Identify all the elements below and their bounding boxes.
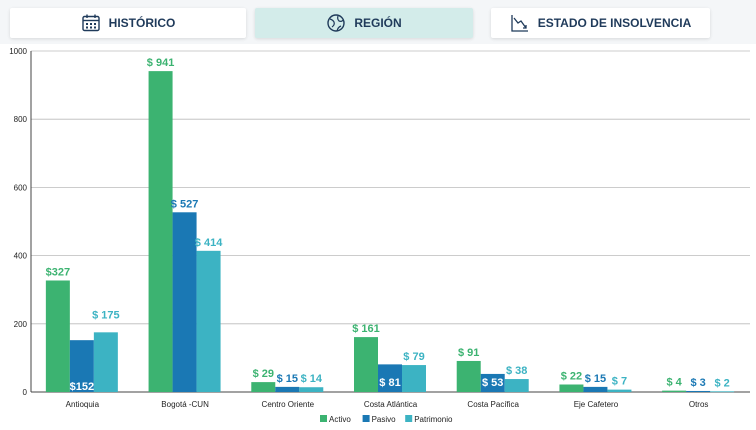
y-tick-label: 1000 (9, 47, 27, 56)
data-label: $ 14 (301, 373, 323, 385)
bar-pasivo (69, 340, 94, 392)
data-label: $ 527 (171, 198, 199, 210)
data-label: $ 2 (714, 377, 729, 389)
x-tick-label: Centro Oriente (262, 400, 315, 409)
globe-icon (326, 13, 346, 33)
data-label: $ 4 (666, 377, 682, 389)
legend-label: Pasivo (372, 415, 397, 424)
x-tick-label: Bogotá -CUN (161, 400, 209, 409)
bar-activo (456, 360, 481, 392)
tab-region-label: REGIÓN (354, 16, 402, 30)
bar-pasivo (275, 386, 300, 392)
data-label: $ 161 (352, 323, 380, 335)
bar-patrimonio (607, 389, 632, 392)
tab-bar: HISTÓRICO REGIÓN ESTADO DE INSOLVENCIA (0, 0, 756, 46)
bar-activo (45, 280, 70, 392)
data-labels: $327$152$ 175$ 941$ 527$ 414$ 29 $ 15 $ 14… (46, 57, 730, 393)
bar-pasivo (378, 364, 402, 392)
y-axis-ticks: 0 200 400 600 800 1000 (9, 47, 27, 397)
legend-swatch-pasivo (362, 415, 370, 422)
x-tick-label: Otros (689, 400, 709, 409)
data-label: $ 414 (195, 237, 223, 249)
bar-pasivo (172, 212, 197, 392)
data-label: $ 53 (482, 377, 503, 389)
tab-estado-insolvencia[interactable]: ESTADO DE INSOLVENCIA (491, 8, 710, 38)
data-label: $ 175 (92, 309, 120, 321)
data-label: $ 38 (506, 365, 527, 377)
bar-patrimonio (402, 365, 426, 392)
legend-label: Patrimonio (414, 415, 453, 424)
bar-activo (662, 390, 687, 392)
data-label: $ 79 (403, 351, 424, 363)
bar-activo (251, 382, 276, 392)
data-label: $ 81 (379, 377, 400, 389)
tab-historico-label: HISTÓRICO (108, 16, 176, 30)
calendar-icon (81, 13, 101, 33)
y-tick-label: 600 (14, 183, 28, 192)
bar-patrimonio (504, 379, 529, 392)
data-label: $ 22 (561, 370, 582, 382)
data-label: $ 3 (690, 377, 705, 389)
y-tick-label: 0 (23, 388, 28, 397)
bar-pasivo (480, 373, 505, 392)
bar-patrimonio (710, 391, 735, 393)
bars (45, 71, 735, 393)
y-tick-label: 800 (14, 115, 28, 124)
bar-chart: 0 200 400 600 800 1000 $327 $152 $ 175 $ 941 $ 52… (0, 44, 756, 430)
legend-swatch-activo (320, 415, 327, 422)
bar-patrimonio (299, 387, 324, 392)
tab-estado-insolvencia-label: ESTADO DE INSOLVENCIA (537, 16, 692, 30)
data-label: $152 (70, 381, 94, 393)
chart-down-icon (510, 13, 530, 33)
x-axis-ticks: Antioquia Bogotá -CUN Centro Oriente Costa … (66, 400, 709, 409)
data-label: $ 91 (458, 347, 479, 359)
bar-patrimonio (93, 332, 118, 392)
legend-swatch-patrimonio (405, 415, 413, 422)
bar-pasivo (583, 386, 608, 392)
data-label: $ 15 (585, 373, 606, 385)
data-label: $ 7 (612, 376, 627, 388)
data-label: $ 941 (147, 57, 175, 69)
tab-historico[interactable]: HISTÓRICO (10, 8, 246, 38)
bar-activo (559, 384, 584, 392)
bar-activo (148, 71, 173, 392)
y-tick-label: 200 (14, 320, 28, 329)
legend: Activo Pasivo Patrimonio (320, 415, 453, 424)
x-tick-label: Eje Cafetero (574, 400, 619, 409)
x-tick-label: Costa Atlántica (364, 400, 418, 409)
x-tick-label: Costa Pacífica (467, 400, 519, 409)
data-label: $ 29 (253, 368, 274, 380)
bar-pasivo (686, 390, 711, 392)
legend-label: Activo (329, 415, 351, 424)
tab-region[interactable]: REGIÓN (255, 8, 473, 38)
data-label: $ 15 (277, 373, 298, 385)
x-tick-label: Antioquia (66, 400, 100, 409)
bar-patrimonio (196, 250, 221, 392)
y-tick-label: 400 (14, 252, 28, 261)
data-label: $327 (46, 266, 70, 278)
bar-activo (354, 337, 378, 392)
